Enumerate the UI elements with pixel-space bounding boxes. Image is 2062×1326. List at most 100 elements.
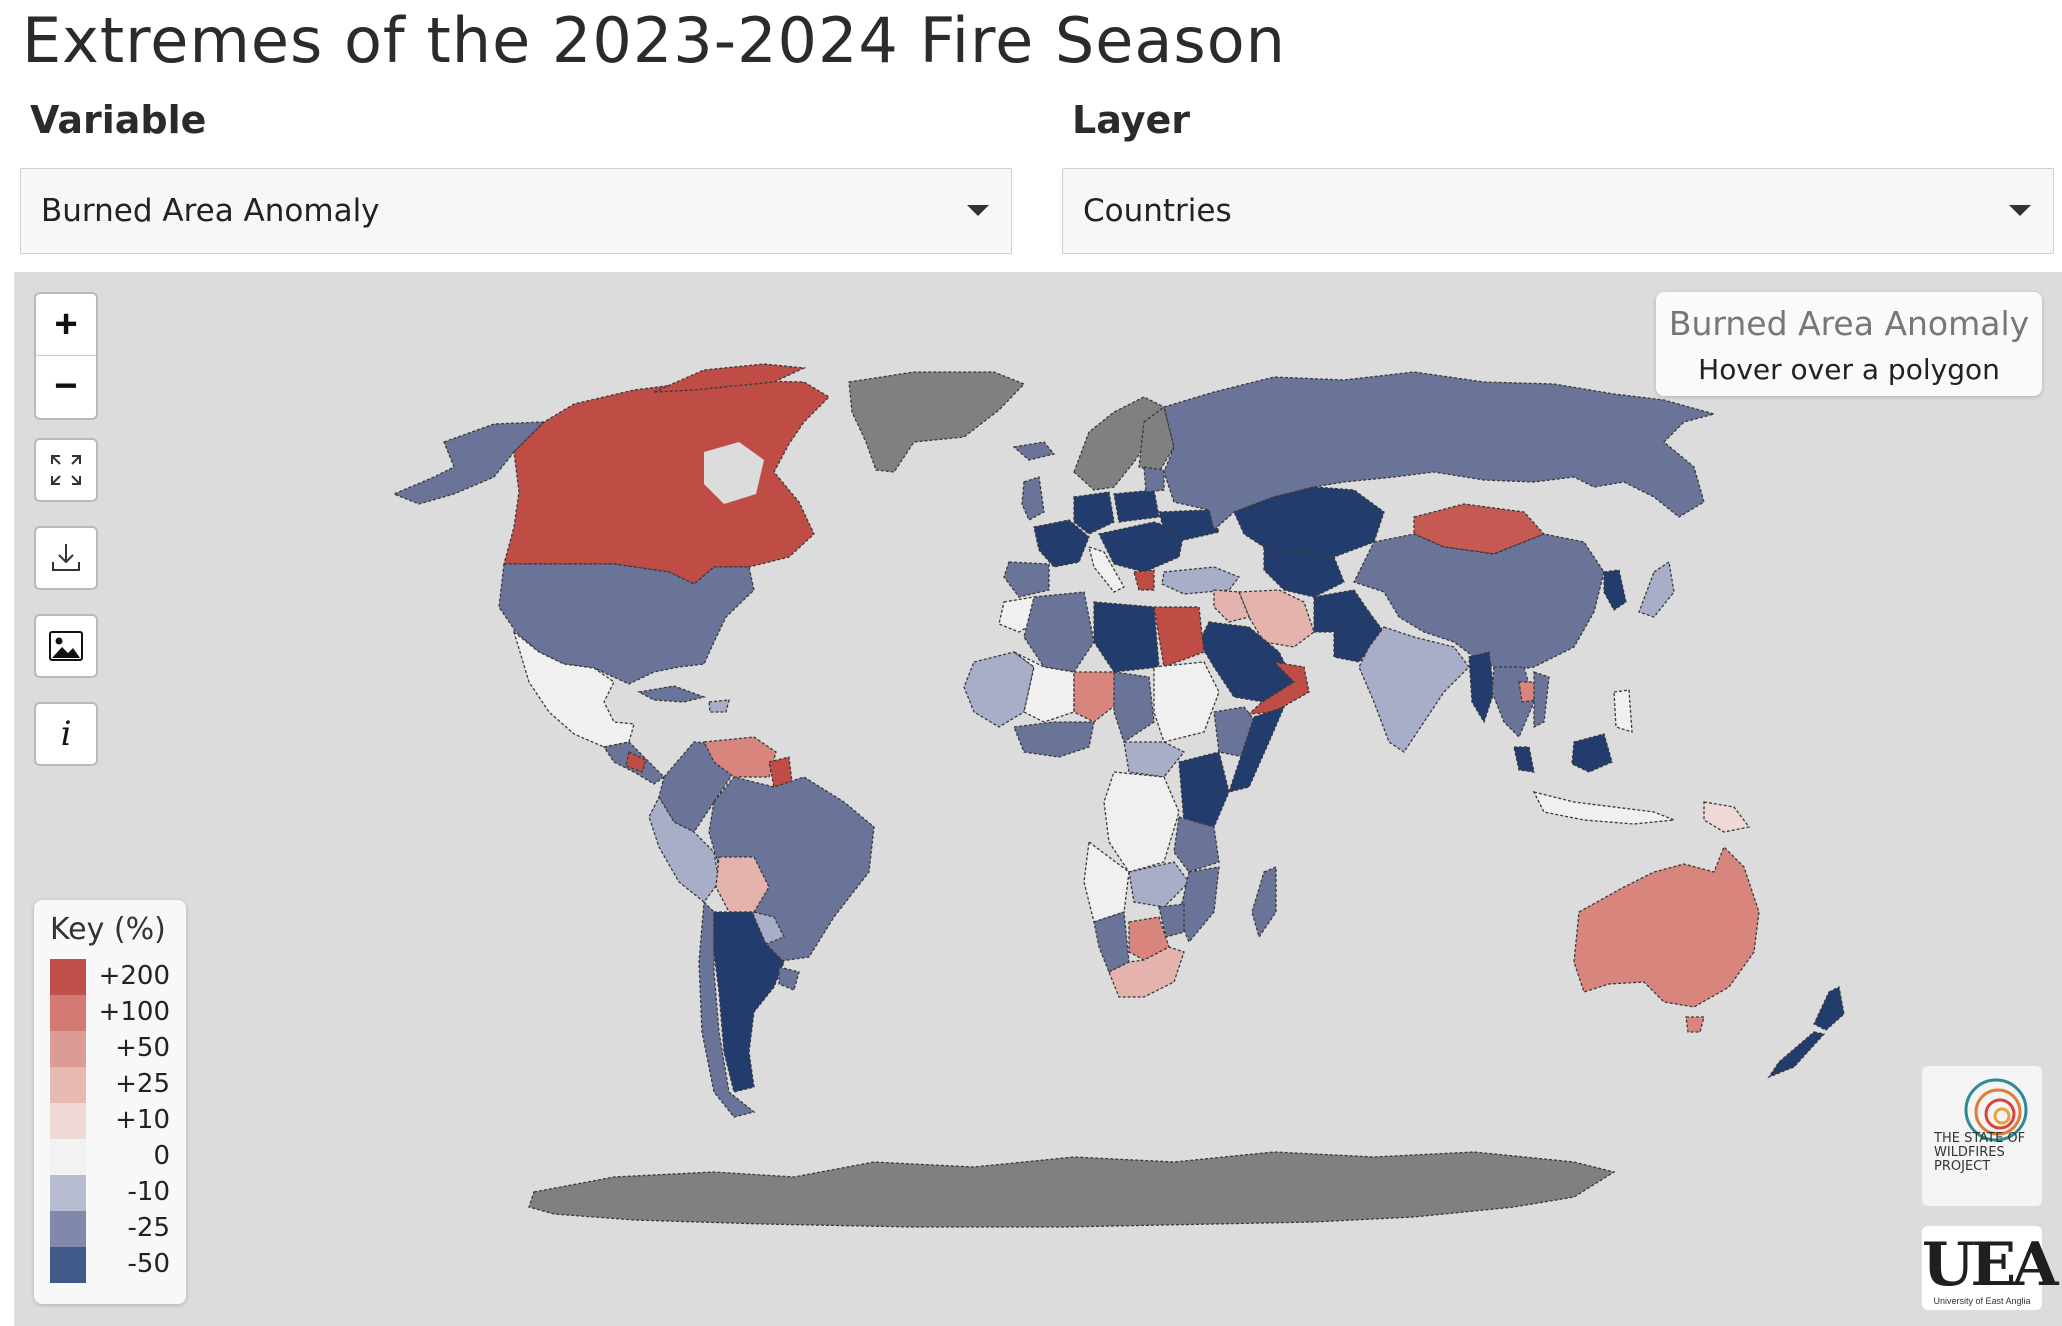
country-india[interactable] bbox=[1358, 626, 1470, 753]
country-nigeria[interactable] bbox=[1073, 671, 1120, 723]
country-alaska[interactable] bbox=[392, 421, 546, 505]
country-malaysia[interactable] bbox=[1513, 746, 1535, 773]
country-libya[interactable] bbox=[1093, 601, 1160, 673]
legend-item: -25 bbox=[50, 1211, 186, 1247]
country-korea[interactable] bbox=[1603, 569, 1627, 611]
country-greece[interactable] bbox=[1133, 569, 1155, 591]
country-iraq[interactable] bbox=[1213, 589, 1250, 623]
legend-label: -10 bbox=[127, 1177, 170, 1207]
country-borneo[interactable] bbox=[1571, 733, 1613, 773]
country-zimbabwe[interactable] bbox=[1158, 903, 1185, 938]
country-pakistan[interactable] bbox=[1333, 611, 1385, 663]
country-iceland[interactable] bbox=[1012, 441, 1056, 461]
variable-select-value: Burned Area Anomaly bbox=[41, 193, 380, 229]
country-peru[interactable] bbox=[648, 795, 720, 903]
country-greenland[interactable] bbox=[848, 371, 1026, 473]
fullscreen-button[interactable] bbox=[34, 438, 98, 502]
zoom-in-button[interactable]: + bbox=[54, 302, 78, 346]
variable-select[interactable]: Burned Area Anomaly bbox=[20, 168, 1012, 254]
country-china[interactable] bbox=[1353, 533, 1605, 673]
country-canada-islands[interactable] bbox=[653, 363, 807, 393]
country-uruguay[interactable] bbox=[778, 966, 800, 991]
legend-item: 0 bbox=[50, 1139, 186, 1175]
country-saudi-arabia[interactable] bbox=[1198, 621, 1295, 703]
country-france[interactable] bbox=[1033, 519, 1090, 568]
country-australia[interactable] bbox=[1573, 845, 1760, 1008]
legend-swatch bbox=[50, 995, 86, 1031]
image-icon bbox=[49, 631, 83, 661]
country-philippines[interactable] bbox=[1613, 689, 1633, 733]
layer-select[interactable]: Countries bbox=[1062, 168, 2054, 254]
country-cambodia[interactable] bbox=[1518, 681, 1537, 703]
country-myanmar[interactable] bbox=[1468, 651, 1495, 724]
country-colombia[interactable] bbox=[658, 741, 735, 833]
map-panel[interactable]: + − i Burned Area An bbox=[14, 272, 2062, 1326]
country-mali-niger[interactable] bbox=[1013, 651, 1075, 723]
country-indonesia[interactable] bbox=[1532, 791, 1675, 825]
country-mozambique[interactable] bbox=[1178, 866, 1220, 944]
country-central-asia[interactable] bbox=[1263, 546, 1345, 598]
country-russia[interactable] bbox=[1163, 371, 1717, 532]
uea-mark: UEA bbox=[1922, 1230, 2059, 1300]
country-chile[interactable] bbox=[698, 900, 756, 1118]
world-map[interactable] bbox=[14, 272, 2062, 1326]
country-gulf-guinea[interactable] bbox=[1013, 721, 1095, 758]
country-turkey[interactable] bbox=[1161, 566, 1241, 595]
country-yemen-oman[interactable] bbox=[1247, 661, 1310, 715]
country-east-africa[interactable] bbox=[1178, 751, 1230, 828]
country-argentina[interactable] bbox=[713, 911, 785, 1093]
country-canada[interactable] bbox=[503, 379, 831, 585]
country-new-zealand-south[interactable] bbox=[1767, 1031, 1826, 1079]
export-image-button[interactable] bbox=[34, 614, 98, 678]
country-madagascar[interactable] bbox=[1251, 866, 1277, 939]
info-button[interactable]: i bbox=[34, 702, 98, 766]
country-germany[interactable] bbox=[1073, 491, 1115, 535]
country-vietnam[interactable] bbox=[1533, 671, 1550, 729]
country-ukraine[interactable] bbox=[1158, 509, 1220, 541]
country-papua-new-guinea[interactable] bbox=[1703, 801, 1751, 833]
country-finland[interactable] bbox=[1138, 405, 1175, 473]
legend-swatch bbox=[50, 1211, 86, 1247]
country-japan[interactable] bbox=[1638, 560, 1675, 618]
legend-swatch bbox=[50, 1031, 86, 1067]
download-button[interactable] bbox=[34, 526, 98, 590]
country-usa[interactable] bbox=[498, 563, 755, 685]
legend-swatch bbox=[50, 1247, 86, 1283]
country-mexico[interactable] bbox=[512, 630, 635, 748]
country-tasmania[interactable] bbox=[1685, 1016, 1705, 1033]
country-hispaniola[interactable] bbox=[708, 699, 730, 713]
country-egypt[interactable] bbox=[1153, 606, 1205, 668]
country-namibia[interactable] bbox=[1093, 911, 1130, 973]
country-zambia[interactable] bbox=[1128, 861, 1190, 908]
legend: Key (%) +200 +100 +50 +25 +10 0 -10 -25 -50 bbox=[34, 900, 186, 1304]
country-sudan[interactable] bbox=[1153, 661, 1220, 743]
country-south-africa[interactable] bbox=[1108, 946, 1185, 998]
country-drc[interactable] bbox=[1103, 771, 1180, 873]
country-somalia[interactable] bbox=[1228, 705, 1286, 793]
country-uk[interactable] bbox=[1021, 476, 1045, 521]
legend-item: +10 bbox=[50, 1103, 186, 1139]
country-algeria[interactable] bbox=[1023, 591, 1095, 673]
country-iran[interactable] bbox=[1238, 589, 1315, 648]
country-poland[interactable] bbox=[1113, 489, 1160, 523]
country-italy[interactable] bbox=[1088, 546, 1125, 593]
download-icon bbox=[52, 544, 80, 571]
country-cuba[interactable] bbox=[637, 685, 707, 703]
country-thailand-laos[interactable] bbox=[1491, 666, 1535, 739]
country-spain[interactable] bbox=[1003, 561, 1050, 598]
country-scandinavia[interactable] bbox=[1073, 396, 1165, 491]
country-car[interactable] bbox=[1123, 741, 1186, 778]
country-baltic[interactable] bbox=[1143, 466, 1165, 493]
country-mongolia[interactable] bbox=[1413, 503, 1546, 555]
country-venezuela[interactable] bbox=[702, 736, 777, 778]
region-antarctica[interactable] bbox=[528, 1151, 1616, 1228]
legend-label: 0 bbox=[153, 1141, 170, 1171]
country-tanzania[interactable] bbox=[1173, 816, 1220, 873]
country-balkans[interactable] bbox=[1098, 521, 1185, 573]
state-of-wildfires-logo: THE STATE OF WILDFIRES PROJECT bbox=[1922, 1066, 2042, 1206]
country-chad[interactable] bbox=[1113, 671, 1155, 744]
country-west-africa[interactable] bbox=[963, 651, 1035, 728]
country-new-zealand[interactable] bbox=[1813, 986, 1845, 1031]
country-nicaragua[interactable] bbox=[625, 751, 647, 773]
zoom-out-button[interactable]: − bbox=[36, 355, 96, 417]
